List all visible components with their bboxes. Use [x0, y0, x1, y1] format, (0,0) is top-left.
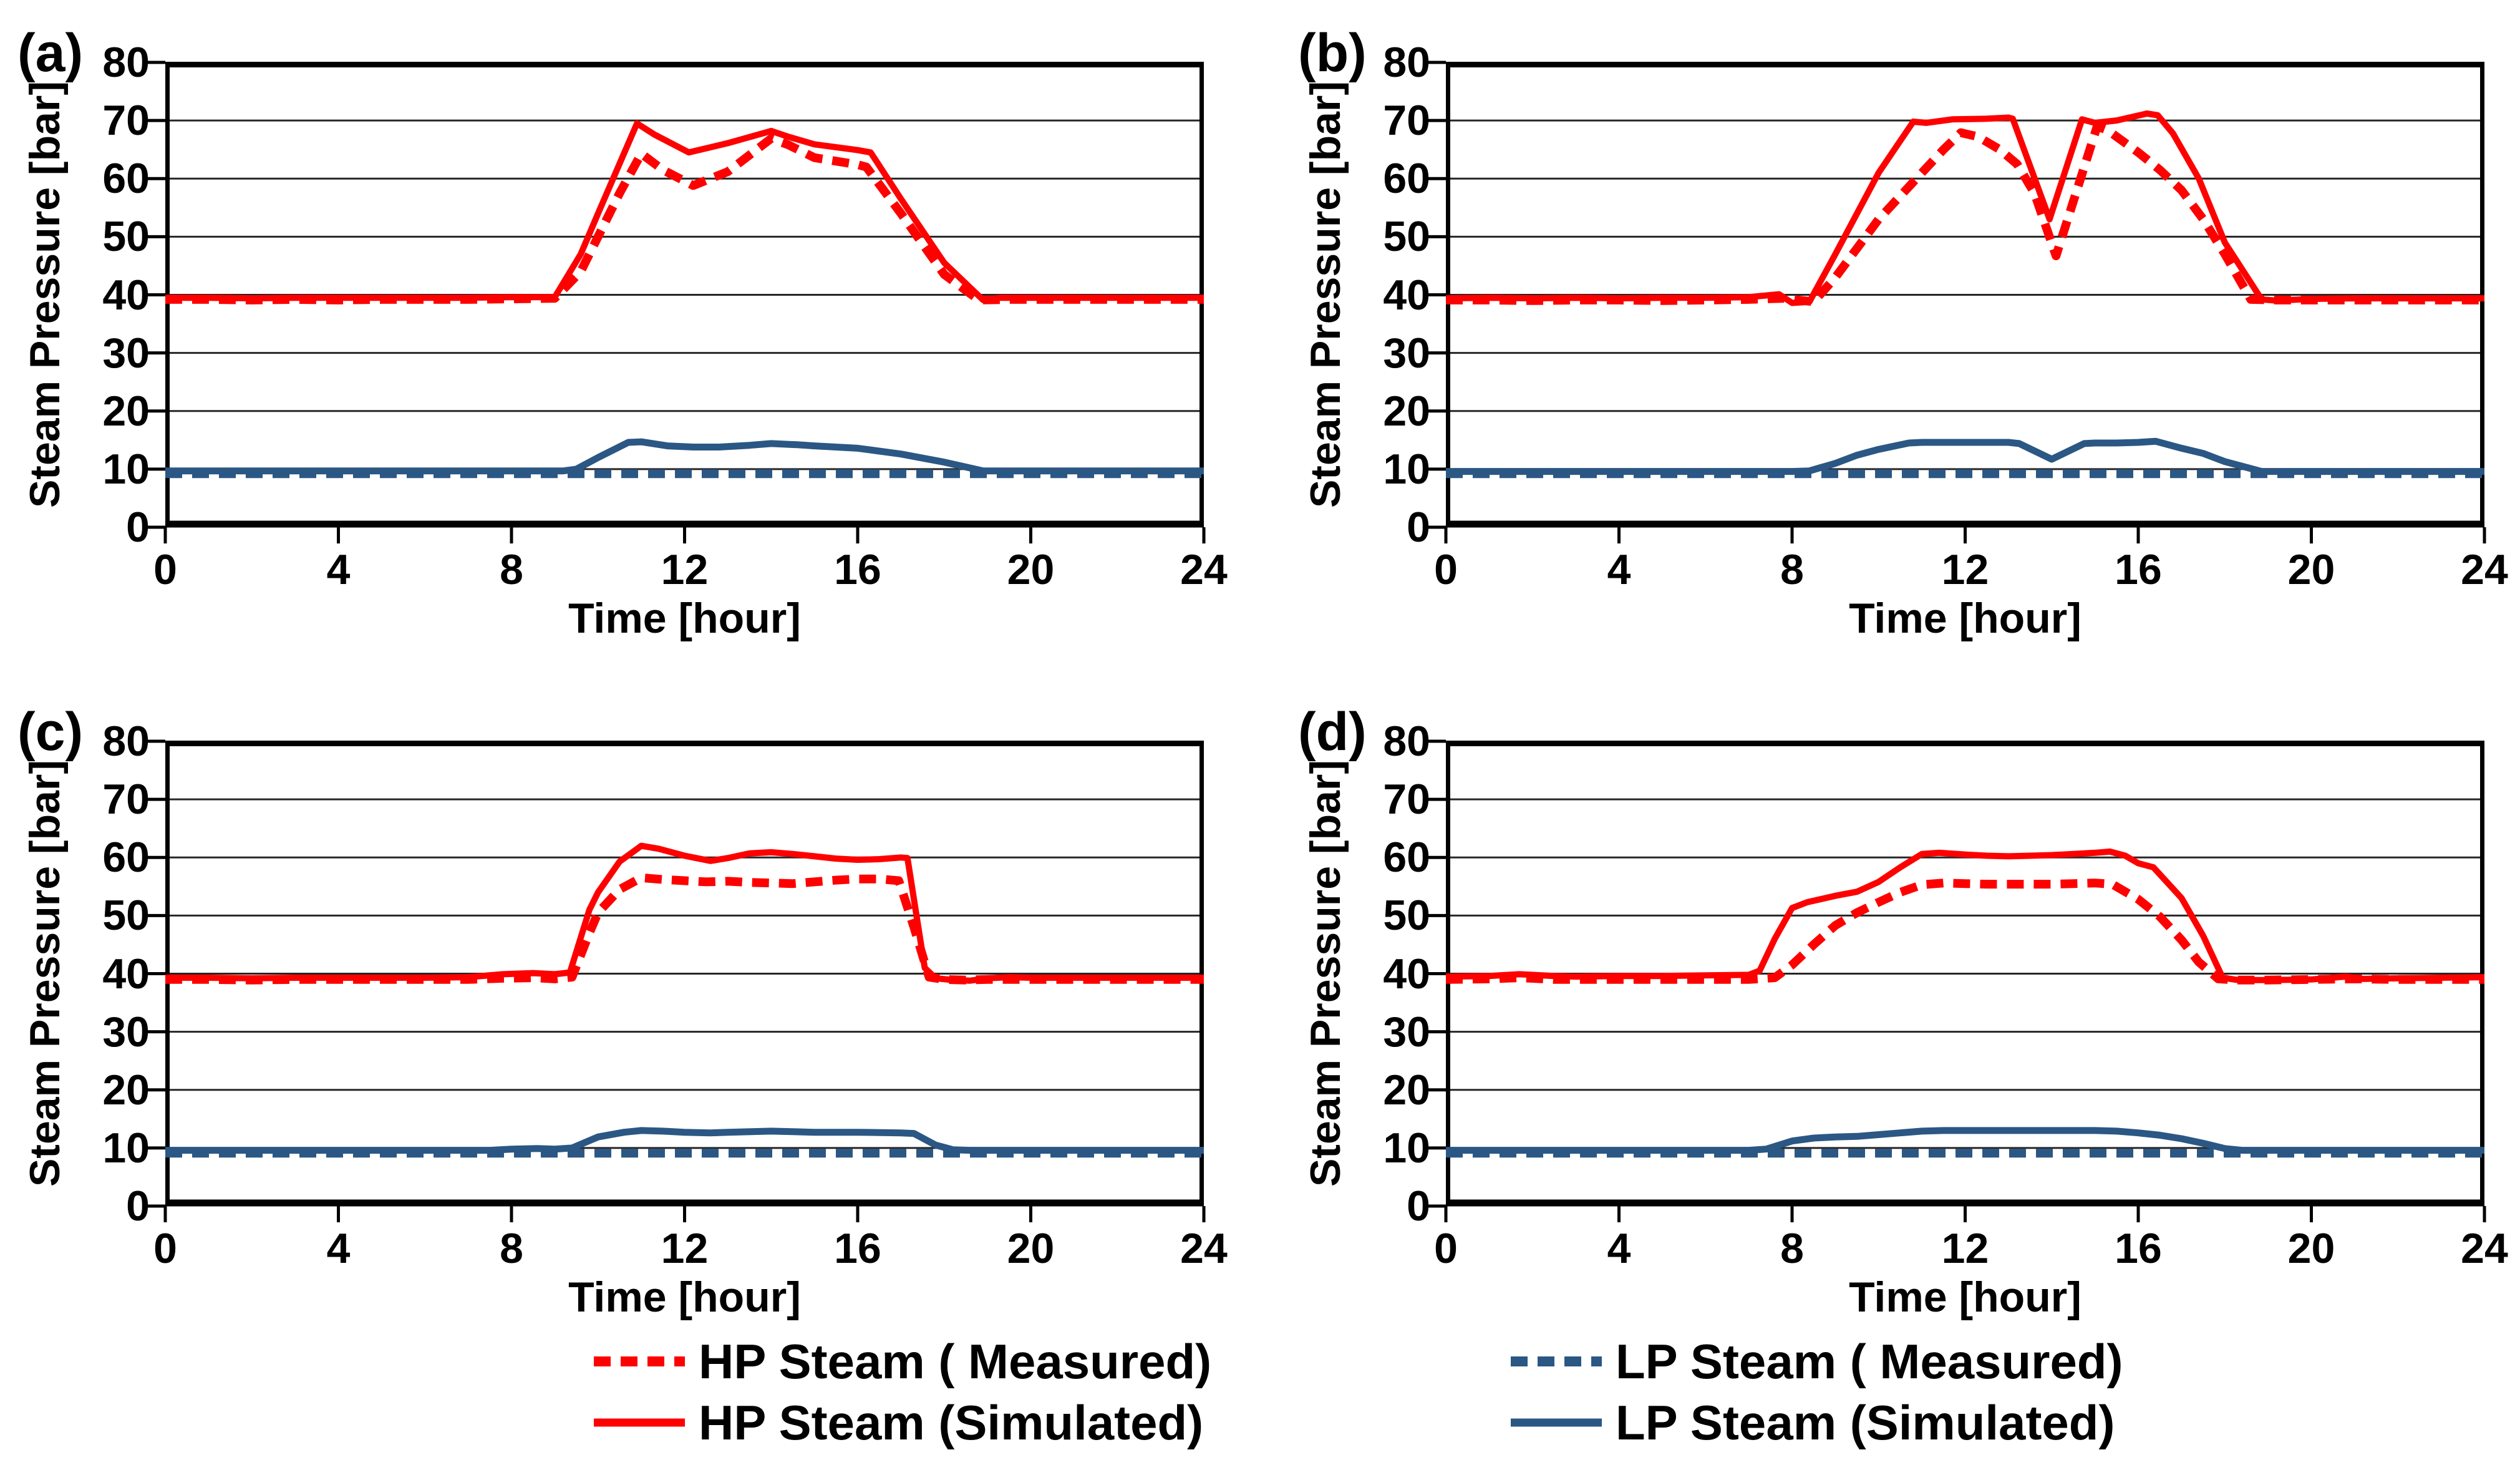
y-tick-label: 20 [1383, 387, 1430, 435]
y-tick-label: 60 [102, 155, 150, 203]
y-tick-label: 80 [102, 39, 150, 86]
panel-b: (b) Steam Pressure [bar] 0 10 20 30 40 50 60 70… [1281, 0, 2520, 679]
x-tick-label: 16 [834, 546, 881, 593]
panel-label: (d) [1298, 702, 1367, 762]
x-tick-label: 4 [1607, 546, 1631, 593]
y-tick-label: 10 [102, 1124, 150, 1172]
y-tick-label: 0 [1407, 504, 1430, 551]
x-tick-label: 4 [1607, 1225, 1631, 1272]
y-tick-label: 20 [102, 387, 150, 435]
panel-c: (c) Steam Pressure [bar] 0 10 20 30 40 50 60 70… [0, 679, 1239, 1358]
legend-label: HP Steam ( Measured) [699, 1333, 1212, 1389]
x-tick-label: 16 [2115, 546, 2162, 593]
plot-area [148, 739, 1206, 1222]
x-tick-label: 16 [834, 1225, 881, 1272]
x-tick-label: 12 [661, 1225, 709, 1272]
y-tick-label: 40 [1383, 271, 1430, 319]
x-tick-label: 24 [1180, 546, 1228, 593]
y-tick-label: 60 [102, 834, 150, 882]
y-tick-label: 10 [102, 445, 150, 493]
y-tick-label: 50 [102, 213, 150, 261]
y-tick-label: 80 [102, 718, 150, 765]
y-tick-label: 40 [102, 950, 150, 998]
y-tick-label: 0 [126, 504, 150, 551]
y-tick-label: 70 [102, 97, 150, 145]
legend-item-hp-measured: HP Steam ( Measured) [593, 1329, 1211, 1394]
legend-item-hp-simulated: HP Steam (Simulated) [593, 1390, 1203, 1455]
x-tick-label: 16 [2115, 1225, 2162, 1272]
x-axis-title: Time [hour] [1849, 1273, 2081, 1321]
x-axis-title: Time [hour] [568, 1273, 801, 1321]
lp-measured-dashed-line-sample [1510, 1353, 1603, 1370]
x-tick-label: 8 [500, 1225, 523, 1272]
y-tick-label: 70 [1383, 97, 1430, 145]
x-tick-label: 12 [1941, 1225, 1989, 1272]
x-tick-label: 0 [153, 546, 177, 593]
y-tick-label: 30 [1383, 329, 1430, 377]
panel-label: (a) [17, 23, 84, 83]
panel-d: (d) Steam Pressure [bar] 0 10 20 30 40 50 60 70… [1281, 679, 2520, 1358]
x-tick-label: 4 [326, 546, 351, 593]
y-tick-label: 30 [102, 329, 150, 377]
y-tick-label: 30 [102, 1008, 150, 1056]
panel-a: (a) Steam Pressure [bar] 0 10 20 30 40 50 60 70… [0, 0, 1239, 679]
x-tick-label: 0 [1434, 1225, 1458, 1272]
y-tick-label: 40 [102, 271, 150, 319]
y-tick-label: 0 [1407, 1182, 1430, 1230]
y-tick-label: 30 [1383, 1008, 1430, 1056]
y-tick-label: 60 [1383, 834, 1430, 882]
y-tick-label: 20 [102, 1066, 150, 1114]
y-tick-label: 60 [1383, 155, 1430, 203]
legend-item-lp-simulated: LP Steam (Simulated) [1510, 1390, 2115, 1455]
x-tick-label: 0 [1434, 546, 1458, 593]
x-axis-title: Time [hour] [1849, 595, 2081, 642]
hp-simulated-solid-line-sample [593, 1414, 686, 1431]
x-tick-label: 20 [1007, 546, 1055, 593]
y-tick-label: 10 [1383, 1124, 1430, 1172]
x-tick-label: 20 [1007, 1225, 1055, 1272]
y-tick-label: 80 [1383, 718, 1430, 765]
x-tick-label: 20 [2287, 546, 2335, 593]
y-tick-label: 0 [126, 1182, 150, 1230]
y-tick-label: 70 [1383, 776, 1430, 824]
legend-label: LP Steam ( Measured) [1616, 1333, 2123, 1389]
y-tick-label: 50 [1383, 213, 1430, 261]
panel-label: (c) [17, 702, 84, 762]
x-tick-label: 8 [1780, 546, 1804, 593]
x-tick-label: 12 [1941, 546, 1989, 593]
panel-label: (b) [1298, 23, 1367, 83]
y-tick-label: 10 [1383, 445, 1430, 493]
x-tick-label: 8 [1780, 1225, 1804, 1272]
x-tick-label: 0 [153, 1225, 177, 1272]
y-tick-label: 50 [102, 892, 150, 940]
legend-label: LP Steam (Simulated) [1616, 1395, 2115, 1450]
hp-measured-dashed-line-sample [593, 1353, 686, 1370]
x-tick-label: 12 [661, 546, 709, 593]
plot-area [148, 61, 1206, 543]
x-tick-label: 8 [500, 546, 523, 593]
plot-area [1428, 739, 2486, 1222]
legend-label: HP Steam (Simulated) [699, 1395, 1204, 1450]
y-tick-label: 50 [1383, 892, 1430, 940]
lp-simulated-solid-line-sample [1510, 1414, 1603, 1431]
x-tick-label: 24 [2461, 546, 2508, 593]
y-tick-label: 70 [102, 776, 150, 824]
x-tick-label: 24 [2461, 1225, 2508, 1272]
y-tick-label: 40 [1383, 950, 1430, 998]
plot-area [1428, 61, 2486, 543]
x-tick-label: 24 [1180, 1225, 1228, 1272]
y-tick-label: 20 [1383, 1066, 1430, 1114]
x-tick-label: 20 [2287, 1225, 2335, 1272]
legend-item-lp-measured: LP Steam ( Measured) [1510, 1329, 2123, 1394]
x-tick-label: 4 [326, 1225, 351, 1272]
y-tick-label: 80 [1383, 39, 1430, 86]
x-axis-title: Time [hour] [568, 595, 801, 642]
